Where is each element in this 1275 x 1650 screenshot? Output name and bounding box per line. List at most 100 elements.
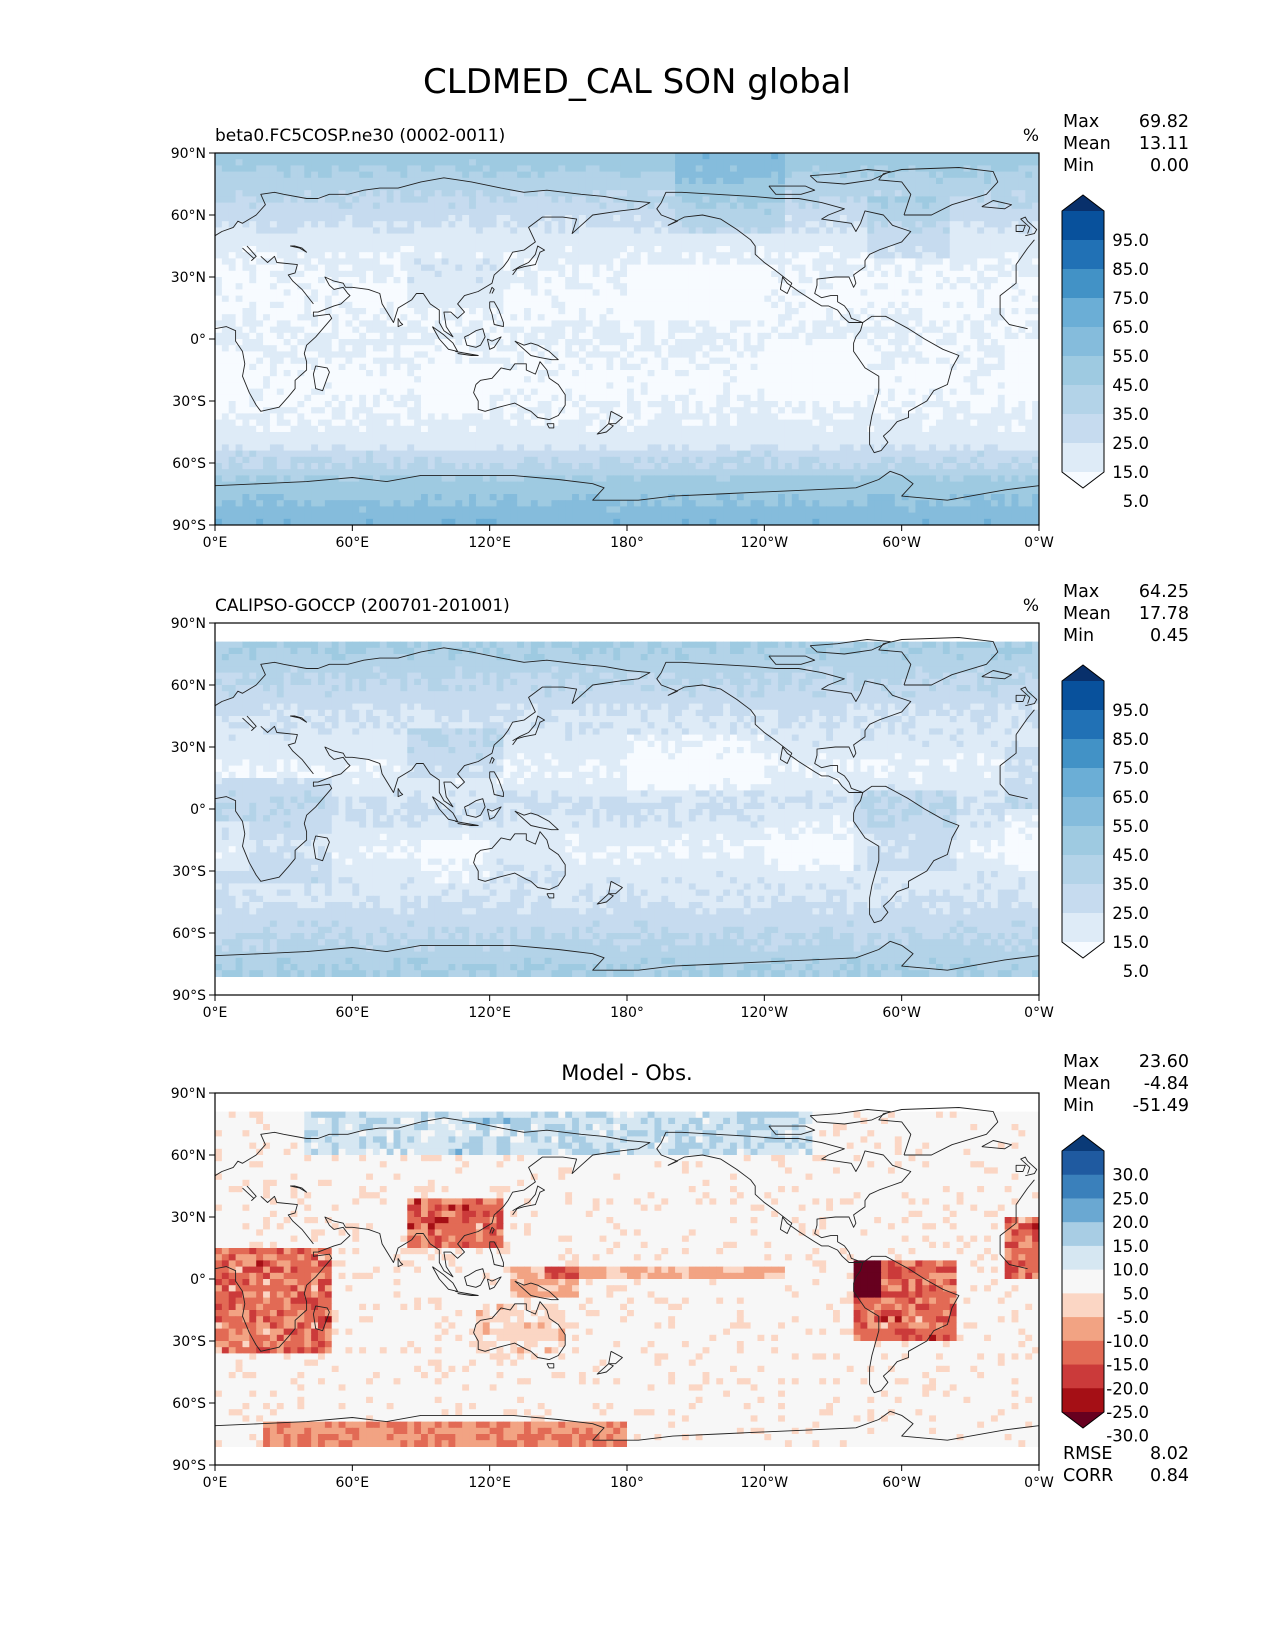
colorbar: 30.0 25.0 20.0 15.0 10.0 5.0 -5.0 -10.0 -15.0 -20… [1061, 1134, 1149, 1446]
coastline-path [290, 1185, 308, 1193]
coastline-path [464, 328, 486, 348]
panel-model: 90°N 60°N 30°N 0° 30°S 60°S 90°S 0°E 60°E 120°E 1… [171, 112, 1189, 551]
lon-tick-label: 0°E [203, 1475, 228, 1491]
lat-tick-label: 30°S [172, 864, 206, 880]
colorbar-tick-label: 15.0 [1112, 463, 1149, 482]
panel-diff: 90°N 60°N 30°N 0° 30°S 60°S 90°S 0°E 60°E 120°E 1… [171, 1052, 1189, 1491]
colorbar-outline [1061, 1134, 1105, 1429]
colorbar-swatch [1062, 1364, 1104, 1389]
coastline-path [514, 810, 559, 831]
colorbar-tick-label: 85.0 [1112, 730, 1149, 749]
stat-label: Max [1063, 1052, 1099, 1072]
panel-left-title: CALIPSO-GOCCP (200701-201001) [215, 596, 510, 616]
colorbar: 95.0 85.0 75.0 65.0 55.0 45.0 35.0 25.0 15.0 5.0 [1061, 194, 1149, 511]
coastline-path [596, 423, 614, 435]
lon-tick-label: 180° [610, 535, 644, 551]
colorbar-tick-label: 55.0 [1112, 817, 1149, 836]
stat-label: Mean [1063, 134, 1111, 154]
coastline-path [215, 177, 1035, 412]
colorbar-swatch [1062, 1151, 1104, 1176]
panel-left-title: beta0.FC5COSP.ne30 (0002-0011) [215, 126, 505, 146]
stat-value: 17.78 [1139, 604, 1189, 624]
extra-stat-value: 8.02 [1150, 1444, 1189, 1464]
lat-axis: 90°N 60°N 30°N 0° 30°S 60°S 90°S [171, 146, 215, 534]
colorbar-extend-min [1062, 472, 1104, 488]
lon-tick-label: 120°W [741, 535, 789, 551]
coastline-path [473, 1301, 566, 1361]
lon-tick-label: 120°E [468, 1005, 511, 1021]
extra-stat-label: RMSE [1063, 1444, 1112, 1464]
coastlines [215, 637, 1039, 971]
stat-label: Max [1063, 582, 1099, 602]
rmse-corr-block: RMSE 8.02 CORR 0.84 [1063, 1444, 1189, 1486]
coastlines [215, 1107, 1039, 1441]
coastline-path [290, 245, 308, 253]
colorbar-swatch [1062, 1245, 1104, 1271]
colorbar-tick-label: 5.0 [1123, 1284, 1149, 1303]
stat-value: 23.60 [1139, 1052, 1189, 1072]
colorbar-tick-label: 5.0 [1123, 962, 1149, 981]
coastline-path [242, 1185, 257, 1201]
colorbar-outline [1061, 664, 1105, 959]
lon-tick-label: 0°E [203, 1005, 228, 1021]
lat-tick-label: 60°N [171, 208, 206, 224]
coastline-path [981, 670, 1012, 680]
coastline-path [215, 647, 1035, 882]
coastline-path [656, 191, 960, 454]
contour-field [215, 153, 1039, 525]
coastline-path [260, 255, 314, 305]
coastline-path [486, 336, 502, 350]
lat-tick-label: 30°S [172, 1334, 206, 1350]
colorbar-swatch [1062, 327, 1104, 357]
colorbar-swatch [1062, 1269, 1104, 1294]
colorbar-tick-label: 25.0 [1112, 1190, 1149, 1209]
coastline-path [397, 788, 404, 798]
colorbar-tick-label: 5.0 [1123, 492, 1149, 511]
coastline-path [546, 1363, 555, 1369]
colorbar-swatch [1062, 826, 1104, 856]
stat-label: Min [1063, 626, 1094, 646]
panel-units: % [1023, 596, 1039, 616]
colorbar-swatch [1062, 443, 1104, 473]
colorbar-swatch [1062, 1388, 1104, 1413]
contour-field [215, 641, 1039, 977]
coastline-path [878, 1107, 999, 1156]
coastline-path [397, 1258, 404, 1268]
colorbar-swatch [1062, 1174, 1104, 1199]
lat-tick-label: 0° [190, 1272, 206, 1288]
panel-center-title: Model - Obs. [561, 1061, 692, 1085]
coastline-path [215, 470, 1039, 501]
colorbar-extend-min [1062, 942, 1104, 958]
colorbar-tick-label: 45.0 [1112, 376, 1149, 395]
colorbar-swatch [1062, 414, 1104, 444]
lon-tick-label: 60°W [882, 535, 921, 551]
lat-tick-label: 30°N [171, 1210, 206, 1226]
coastline-path [546, 423, 555, 429]
lat-tick-label: 90°S [172, 988, 206, 1004]
lat-axis: 90°N 60°N 30°N 0° 30°S 60°S 90°S [171, 616, 215, 1004]
stat-value: 69.82 [1139, 112, 1189, 132]
coastline-path [768, 655, 816, 665]
contour-field [215, 1111, 1039, 1447]
colorbar-tick-label: -10.0 [1106, 1332, 1149, 1351]
panel-units: % [1023, 126, 1039, 146]
coastline-path [489, 286, 495, 294]
coastline-path [512, 715, 546, 746]
colorbar-swatch [1062, 356, 1104, 386]
coastline-path [215, 1117, 1035, 1352]
extra-stat-label: CORR [1063, 1466, 1113, 1486]
colorbar-swatch [1062, 240, 1104, 270]
colorbar-swatch [1062, 797, 1104, 827]
colorbar-tick-label: 35.0 [1112, 875, 1149, 894]
colorbar-swatch [1062, 1222, 1104, 1247]
stat-label: Min [1063, 156, 1094, 176]
coastline-path [215, 1410, 1039, 1441]
colorbar-tick-label: 25.0 [1112, 434, 1149, 453]
coastline-path [397, 318, 404, 328]
lat-tick-label: 60°S [172, 926, 206, 942]
lat-tick-label: 30°N [171, 270, 206, 286]
coastline-path [486, 1276, 502, 1290]
coastline-path [1020, 686, 1038, 707]
coastline-path [489, 1226, 495, 1234]
